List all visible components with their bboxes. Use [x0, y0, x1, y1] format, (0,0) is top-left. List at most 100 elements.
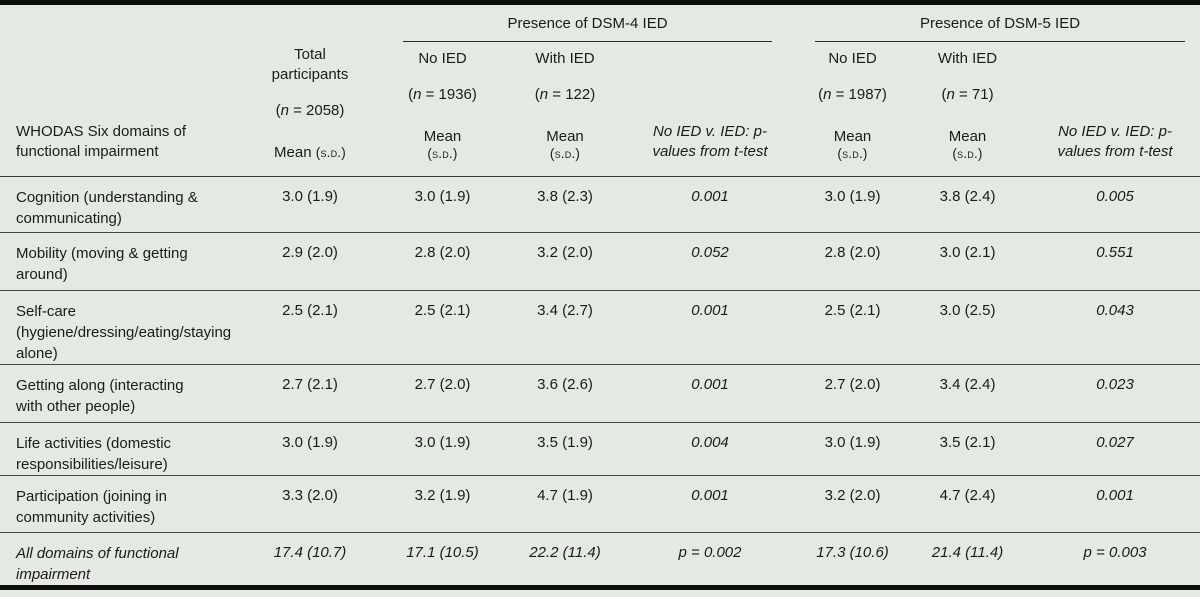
dsm4-pvalue-cell: 0.001: [620, 176, 801, 233]
row-label: Getting along (interacting with other pe…: [0, 364, 245, 423]
dsm5-with-stat: Mean: [948, 128, 987, 145]
dsm4-with-ied-cell: 3.5 (1.9): [510, 422, 620, 476]
dsm5-pvalue-cell: 0.027: [1030, 422, 1200, 476]
dsm4-with-ied-cell: 4.7 (1.9): [510, 475, 620, 533]
table-row-cognition: Cognition (understanding & communicating…: [0, 176, 1200, 233]
total-mean-cell: 3.0 (1.9): [245, 176, 375, 233]
table-row-life-activities: Life activities (domestic responsibiliti…: [0, 422, 1200, 476]
dsm5-no-ied-cell: 2.8 (2.0): [800, 232, 906, 291]
dsm5-with-label: With IED: [937, 50, 998, 67]
dsm5-no-label: No IED: [828, 50, 877, 67]
dsm5-with-ied-cell: 3.4 (2.4): [905, 364, 1031, 423]
row-label: All domains of functional impairment: [16, 545, 179, 583]
col-header-dsm4-pvalues: No IED v. IED: p-values from t-test: [620, 45, 801, 177]
group-header-row: Presence of DSM-4 IED Presence of DSM-5 …: [0, 5, 1200, 45]
dsm4-no-sd: (s.d.): [427, 146, 458, 161]
total-mean-cell: 17.4 (10.7): [273, 544, 347, 561]
dsm4-group-header-cell: Presence of DSM-4 IED: [375, 5, 800, 45]
table-row-mobility: Mobility (moving & getting around) 2.9 (…: [0, 232, 1200, 291]
dsm5-no-ied-cell: 17.3 (10.6): [816, 544, 889, 561]
dsm4-pvalue-cell: 0.001: [620, 364, 801, 423]
dsm5-pvalue-cell: 0.551: [1030, 232, 1200, 291]
dsm4-with-ied-cell: 3.6 (2.6): [510, 364, 620, 423]
dsm5-no-ied-cell: 3.2 (2.0): [800, 475, 906, 533]
dsm5-pvalue-cell: 0.043: [1030, 290, 1200, 365]
column-header-row: WHODAS Six domains of functional impairm…: [0, 45, 1200, 177]
row-title: WHODAS Six domains of functional impairm…: [16, 123, 187, 160]
dsm4-pvalue-cell: p = 0.002: [678, 544, 742, 561]
dsm4-no-ied-cell: 3.2 (1.9): [375, 475, 510, 533]
col-header-dsm4-no-ied: No IED (n = 1936) Mean (s.d.): [375, 45, 510, 177]
col-header-dsm5-pvalues: No IED v. IED: p-values from t-test: [1030, 45, 1200, 177]
dsm5-with-n: (n = 71): [941, 86, 994, 103]
dsm4-with-label: With IED: [535, 50, 595, 67]
total-label: Total participants: [271, 46, 349, 83]
row-title-header-cell: WHODAS Six domains of functional impairm…: [0, 45, 245, 177]
table-row-all-domains-summary: All domains of functional impairment 17.…: [0, 533, 1200, 588]
total-stat: Mean (s.d.): [274, 144, 346, 161]
dsm4-pvalue-cell: 0.001: [620, 290, 801, 365]
col-header-dsm4-with-ied: With IED (n = 122) Mean (s.d.): [510, 45, 620, 177]
dsm5-pvalues-header: No IED v. IED: p-values from t-test: [1057, 123, 1173, 160]
spanner-spacer-total: [245, 5, 375, 45]
dsm4-no-ied-cell: 3.0 (1.9): [375, 176, 510, 233]
dsm4-no-stat: Mean: [423, 128, 462, 145]
table-top-rule: [0, 0, 1200, 5]
row-label: Life activities (domestic responsibiliti…: [0, 422, 245, 476]
dsm4-pvalue-cell: 0.052: [620, 232, 801, 291]
dsm5-pvalue-cell: 0.005: [1030, 176, 1200, 233]
dsm5-pvalue-cell: p = 0.003: [1083, 544, 1147, 561]
col-header-dsm5-no-ied: No IED (n = 1987) Mean (s.d.): [800, 45, 906, 177]
total-mean-cell: 2.9 (2.0): [245, 232, 375, 291]
dsm4-no-n: (n = 1936): [408, 86, 477, 103]
dsm5-with-ied-cell: 3.0 (2.1): [905, 232, 1031, 291]
dsm5-pvalue-cell: 0.023: [1030, 364, 1200, 423]
dsm4-no-ied-cell: 3.0 (1.9): [375, 422, 510, 476]
total-mean-cell: 2.5 (2.1): [245, 290, 375, 365]
spanner-spacer-rowlabel: [0, 5, 245, 45]
total-mean-cell: 3.3 (2.0): [245, 475, 375, 533]
dsm4-with-ied-cell: 3.8 (2.3): [510, 176, 620, 233]
dsm4-pvalue-cell: 0.001: [620, 475, 801, 533]
table-row-participation: Participation (joining in community acti…: [0, 475, 1200, 533]
dsm4-with-sd: (s.d.): [549, 146, 581, 161]
table-row-self-care: Self-care (hygiene/dressing/eating/stayi…: [0, 290, 1200, 365]
dsm5-with-ied-cell: 3.0 (2.5): [905, 290, 1031, 365]
row-label: Cognition (understanding & communicating…: [0, 176, 245, 233]
whodas-impairment-table: Presence of DSM-4 IED Presence of DSM-5 …: [0, 5, 1200, 590]
dsm4-with-ied-cell: 3.4 (2.7): [510, 290, 620, 365]
dsm4-with-ied-cell: 22.2 (11.4): [529, 544, 601, 561]
total-mean-cell: 2.7 (2.1): [245, 364, 375, 423]
dsm4-group-header: Presence of DSM-4 IED: [507, 15, 668, 32]
dsm4-no-ied-cell: 2.7 (2.0): [375, 364, 510, 423]
dsm5-with-ied-cell: 3.8 (2.4): [905, 176, 1031, 233]
dsm5-no-n: (n = 1987): [818, 86, 887, 103]
dsm4-group-underline: Presence of DSM-4 IED: [403, 14, 773, 42]
dsm4-no-ied-cell: 2.8 (2.0): [375, 232, 510, 291]
dsm5-no-ied-cell: 3.0 (1.9): [800, 176, 906, 233]
dsm4-with-n: (n = 122): [534, 86, 596, 103]
dsm4-no-label: No IED: [418, 50, 467, 67]
total-n: (n = 2058): [275, 102, 345, 119]
dsm5-with-ied-cell: 21.4 (11.4): [931, 544, 1004, 561]
dsm5-no-stat: Mean: [833, 128, 872, 145]
row-label: Self-care (hygiene/dressing/eating/stayi…: [0, 290, 245, 365]
row-label: Mobility (moving & getting around): [0, 232, 245, 291]
dsm5-with-ied-cell: 4.7 (2.4): [905, 475, 1031, 533]
dsm5-no-ied-cell: 2.5 (2.1): [800, 290, 906, 365]
total-mean-cell: 3.0 (1.9): [245, 422, 375, 476]
dsm5-with-sd: (s.d.): [952, 146, 983, 161]
dsm4-no-ied-cell: 2.5 (2.1): [375, 290, 510, 365]
dsm4-with-ied-cell: 3.2 (2.0): [510, 232, 620, 291]
dsm4-pvalues-header: No IED v. IED: p-values from t-test: [652, 123, 768, 160]
dsm5-no-sd: (s.d.): [837, 146, 868, 161]
dsm5-group-header: Presence of DSM-5 IED: [920, 15, 1081, 32]
dsm4-no-ied-cell: 17.1 (10.5): [406, 544, 479, 561]
col-header-dsm5-with-ied: With IED (n = 71) Mean (s.d.): [905, 45, 1031, 177]
dsm4-with-stat: Mean: [546, 128, 584, 145]
col-header-total: Total participants (n = 2058) Mean (s.d.…: [245, 45, 375, 177]
dsm5-no-ied-cell: 2.7 (2.0): [800, 364, 906, 423]
table-row-getting-along: Getting along (interacting with other pe…: [0, 364, 1200, 423]
dsm4-pvalue-cell: 0.004: [620, 422, 801, 476]
